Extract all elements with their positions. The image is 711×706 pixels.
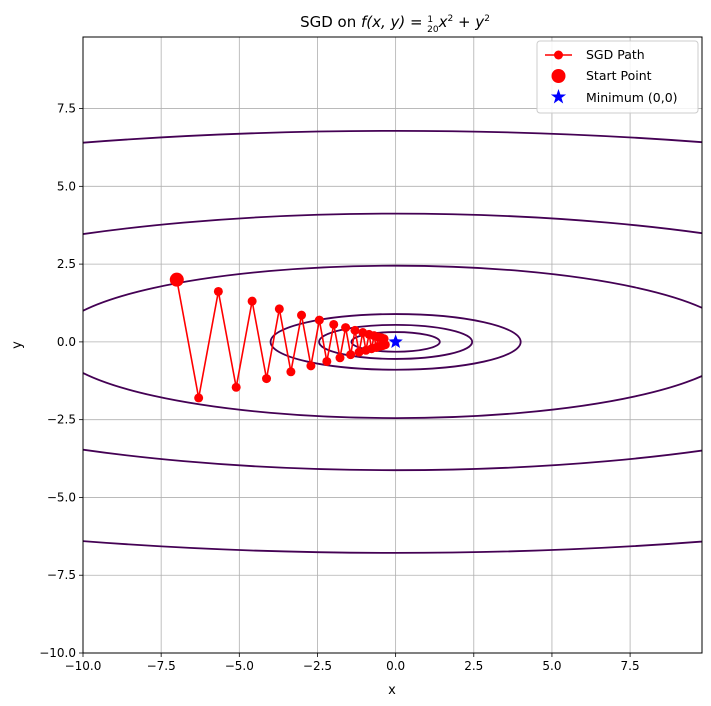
contour-line: [269, 313, 522, 371]
sgd-path-series: [169, 272, 403, 403]
y-tick-label: −10.0: [39, 646, 76, 660]
legend-label-sgd-path: SGD Path: [586, 47, 645, 62]
y-tick-label: 2.5: [57, 257, 76, 271]
legend-label-minimum: Minimum (0,0): [586, 90, 678, 105]
contour-lines: [83, 130, 702, 554]
y-tick-label: 5.0: [57, 179, 76, 193]
sgd-path-point: [329, 319, 339, 329]
legend-box: [536, 40, 699, 114]
x-tick-label: −7.5: [147, 659, 176, 673]
contour-line: [83, 212, 702, 472]
sgd-path-point: [354, 347, 364, 357]
legend-start-point-marker: [551, 69, 566, 83]
legend-label-start-point: Start Point: [586, 68, 652, 83]
sgd-path-point: [346, 350, 356, 360]
axis-ticks: −10.0 −7.5 −5.0 −2.5 0.0 2.5 5.0 7.5 −10.0 −7.5 −5…: [39, 102, 639, 673]
sgd-path-point: [380, 340, 390, 350]
y-axis-label: y: [10, 341, 25, 349]
x-tick-label: −5.0: [225, 659, 254, 673]
y-tick-label: −5.0: [47, 490, 76, 504]
y-tick-label: −7.5: [47, 568, 76, 582]
sgd-path-point: [231, 382, 241, 392]
sgd-path-point: [274, 304, 284, 314]
contour-line: [83, 130, 702, 554]
x-tick-label: −10.0: [65, 659, 102, 673]
x-axis-label: x: [388, 683, 396, 698]
legend-minimum-marker: [550, 89, 567, 104]
sgd-path-point: [194, 393, 204, 403]
sgd-path-point: [350, 325, 360, 335]
x-tick-label: −2.5: [303, 659, 332, 673]
sgd-path-point: [314, 315, 324, 325]
sgd-path-point: [335, 353, 345, 363]
y-tick-label: 0.0: [57, 335, 76, 349]
x-tick-label: 2.5: [464, 659, 483, 673]
contour-line: [318, 323, 474, 360]
sgd-path-point: [262, 374, 272, 384]
sgd-path-point: [306, 361, 316, 371]
contour-line: [350, 331, 441, 353]
sgd-path-point: [247, 296, 257, 306]
y-tick-label: −2.5: [47, 413, 76, 427]
sgd-path-point: [341, 323, 351, 333]
sgd-path-point: [322, 356, 332, 366]
sgd-path-point: [286, 367, 296, 377]
y-tick-label: 7.5: [57, 102, 76, 116]
contour-line: [83, 264, 702, 419]
chart-title: SGD on f(x, y) = 1 20x2 + y2: [300, 13, 490, 35]
sgd-path-point: [297, 310, 307, 320]
x-tick-label: 5.0: [542, 659, 561, 673]
legend-sgd-path-marker: [554, 50, 563, 60]
sgd-path-point: [213, 286, 223, 296]
legend: SGD Path Start Point Minimum (0,0): [536, 40, 699, 114]
start-point-marker: [169, 272, 184, 287]
minimum-marker: [388, 334, 403, 348]
x-tick-label: 7.5: [621, 659, 640, 673]
plot-frame: [82, 36, 703, 654]
x-tick-label: 0.0: [386, 659, 405, 673]
